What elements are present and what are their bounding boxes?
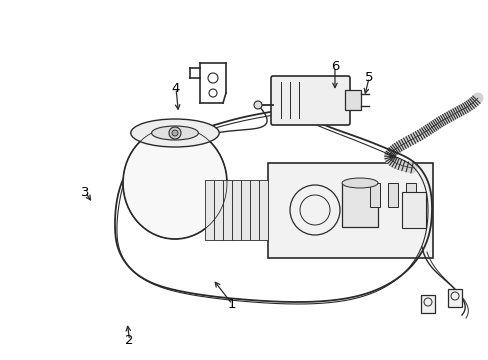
Text: 5: 5 [364, 71, 373, 84]
Text: 3: 3 [81, 186, 90, 199]
Bar [231, 180, 241, 240]
Bar [204, 180, 214, 240]
Bar [249, 180, 259, 240]
Ellipse shape [123, 127, 226, 239]
Circle shape [253, 101, 262, 109]
Ellipse shape [130, 119, 219, 147]
Circle shape [172, 130, 178, 136]
Text: 1: 1 [227, 298, 236, 311]
Bar [267, 163, 432, 258]
Bar [241, 180, 249, 240]
Ellipse shape [341, 178, 377, 188]
Text: 4: 4 [171, 82, 180, 95]
Bar [369, 183, 379, 207]
Bar [341, 183, 377, 227]
Bar [223, 180, 231, 240]
Bar [387, 183, 397, 207]
Circle shape [169, 127, 181, 139]
Bar [405, 183, 415, 207]
Bar [345, 90, 360, 110]
FancyBboxPatch shape [270, 76, 349, 125]
Bar [259, 180, 267, 240]
Text: 6: 6 [330, 60, 339, 73]
Bar [420, 295, 434, 313]
Bar [447, 289, 461, 307]
Bar [214, 180, 223, 240]
Ellipse shape [151, 126, 198, 140]
Bar [401, 192, 425, 228]
Text: 2: 2 [125, 334, 134, 347]
